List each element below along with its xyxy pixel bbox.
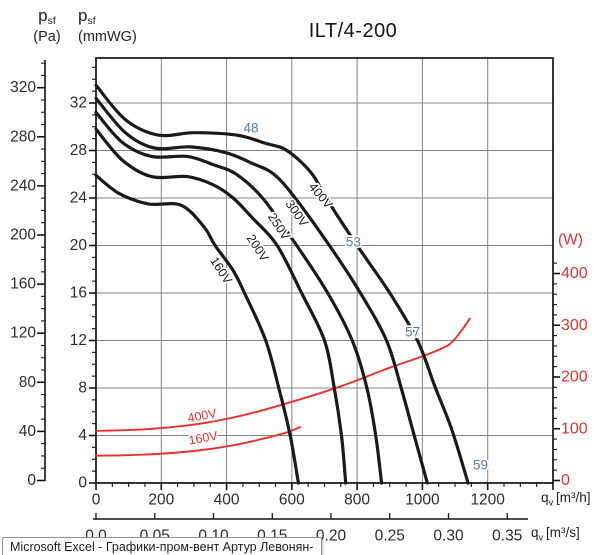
curve-label-200V: 200V: [244, 232, 272, 265]
power-curve-label-400V: 400V: [186, 406, 218, 425]
svg-text:200: 200: [561, 369, 588, 386]
svg-text:20: 20: [70, 237, 88, 254]
pa-axis-header: psf (Pa): [25, 6, 69, 45]
w-axis: [553, 262, 560, 482]
svg-text:0: 0: [92, 492, 101, 509]
taskbar-tooltip-text: Microsoft Excel - Графики-пром-вент Арту…: [10, 540, 314, 554]
noise-level-label-53: 53: [346, 234, 361, 249]
noise-level-label-57: 57: [405, 325, 420, 340]
m3h-axis: [95, 483, 554, 490]
svg-text:600: 600: [279, 492, 305, 509]
svg-text:0.20: 0.20: [316, 528, 347, 545]
svg-text:0.25: 0.25: [375, 528, 405, 545]
pa-axis-unit: (Pa): [33, 28, 61, 45]
w-axis-unit: (W): [558, 232, 583, 249]
svg-text:800: 800: [344, 492, 370, 509]
svg-text:400: 400: [214, 492, 240, 509]
svg-text:200: 200: [10, 227, 36, 244]
pressure-curve-300V: [94, 96, 429, 485]
svg-text:32: 32: [70, 95, 87, 112]
taskbar-tooltip: Microsoft Excel - Графики-пром-вент Арту…: [2, 537, 323, 555]
svg-text:160: 160: [10, 276, 36, 293]
svg-text:1200: 1200: [470, 492, 505, 509]
pa-axis-symbol: psf: [38, 6, 56, 27]
noise-level-label-59: 59: [473, 458, 488, 473]
svg-text:8: 8: [78, 380, 87, 397]
pressure-curve-400V: [94, 83, 470, 485]
svg-text:28: 28: [70, 142, 87, 159]
svg-text:0: 0: [561, 472, 570, 489]
svg-text:100: 100: [561, 420, 588, 437]
power-curve-label-160V: 160V: [188, 429, 220, 448]
noise-level-label-48: 48: [244, 120, 259, 135]
svg-text:40: 40: [19, 423, 37, 440]
gridlines: [96, 58, 553, 483]
plot-border: [95, 57, 554, 484]
x-axis-unit-m3h: qv [m³/h]: [541, 490, 591, 509]
svg-text:320: 320: [10, 79, 36, 96]
svg-text:280: 280: [10, 128, 36, 145]
mmwg-axis-header: psf (mmWG): [78, 6, 137, 45]
svg-text:80: 80: [19, 374, 37, 391]
x-axis-unit-m3s: qv [m³/s]: [531, 525, 580, 544]
svg-text:16: 16: [70, 285, 87, 302]
svg-text:120: 120: [10, 325, 36, 342]
chart-title: ILT/4-200: [308, 20, 398, 42]
svg-text:240: 240: [10, 177, 36, 194]
svg-text:0.30: 0.30: [433, 528, 464, 545]
pressure-curve-250V: [94, 110, 384, 485]
power-curve-160V: [95, 426, 301, 457]
svg-text:12: 12: [70, 332, 87, 349]
curve-label-160V: 160V: [207, 254, 235, 287]
pressure-curve-160V: [94, 173, 300, 485]
curve-label-250V: 250V: [265, 210, 293, 243]
mmwg-axis-unit: (mmWG): [78, 28, 137, 45]
power-curve-400V: [95, 317, 471, 432]
svg-text:4: 4: [78, 427, 87, 444]
svg-text:0: 0: [78, 475, 87, 492]
mmwg-axis-symbol: psf: [78, 6, 96, 27]
pressure-curve-200V: [94, 127, 348, 485]
pa-axis: [37, 60, 46, 482]
svg-text:0.35: 0.35: [492, 528, 522, 545]
svg-text:300: 300: [561, 317, 588, 334]
svg-text:24: 24: [70, 190, 88, 207]
m3s-axis: [93, 513, 528, 520]
svg-text:1000: 1000: [405, 492, 440, 509]
svg-text:0: 0: [27, 472, 36, 489]
svg-text:400: 400: [561, 265, 588, 282]
svg-text:200: 200: [148, 492, 174, 509]
mmwg-axis: [89, 66, 96, 484]
